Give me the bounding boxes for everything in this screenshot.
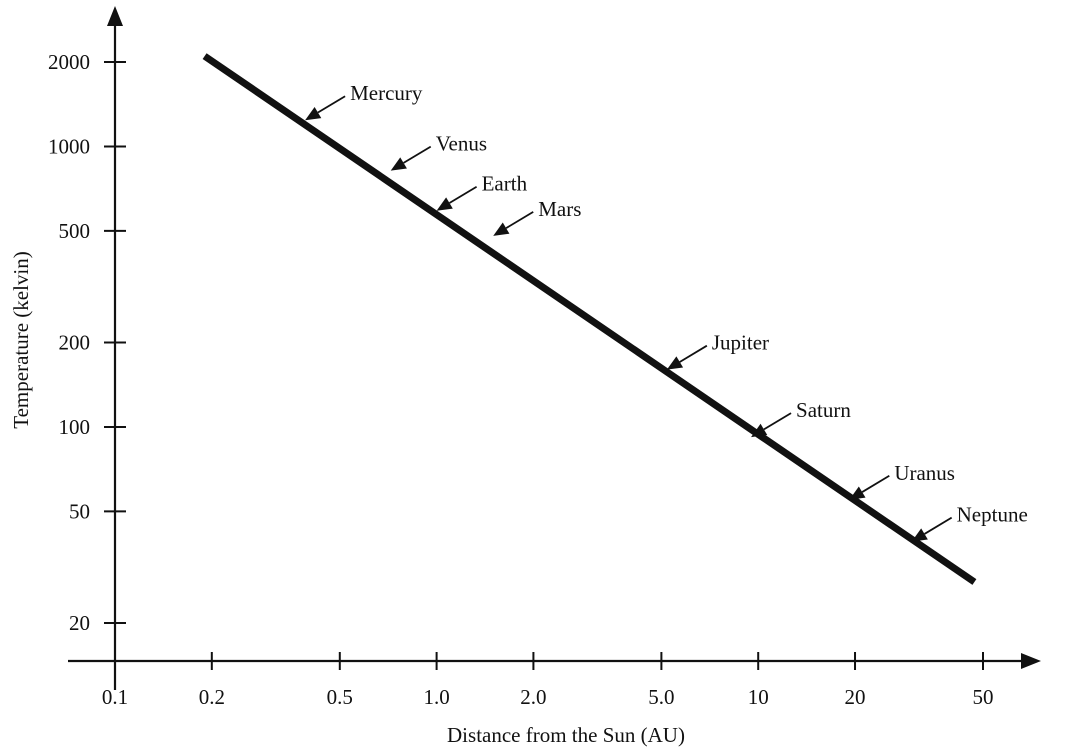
y-tick-label: 20 [69,611,90,635]
neptune-label: Neptune [957,503,1028,527]
ticks: 0.1 0.2 0.5 1.0 2.0 5.0 10 20 50 20 50 100 200 500 100… [48,50,994,709]
y-tick-label: 100 [59,415,91,439]
y-axis-title: Temperature (kelvin) [9,251,33,429]
y-tick-label: 500 [59,219,91,243]
temperature-trend-line [202,53,977,585]
axes [68,6,1041,690]
saturn-arrow-shaft [763,412,792,431]
uranus-label: Uranus [894,461,955,485]
x-tick-label: 1.0 [423,685,449,709]
series [202,53,977,585]
y-tick-label: 1000 [48,134,90,158]
mars-arrow-head [493,222,510,236]
y-axis-arrow [107,6,123,26]
saturn-label: Saturn [796,398,851,422]
venus-label: Venus [436,132,487,156]
x-axis-title: Distance from the Sun (AU) [447,723,685,747]
jupiter-label: Jupiter [712,331,769,355]
y-tick-label: 200 [59,331,91,355]
mars-arrow-shaft [505,211,534,229]
mercury-arrow-head [305,106,322,121]
x-tick-label: 20 [845,685,866,709]
mercury-arrow-shaft [317,95,346,114]
venus-arrow-shaft [403,145,432,164]
x-tick-label: 0.5 [327,685,353,709]
annotations: Mercury Venus Earth Mars Jupiter Saturn Uranus… [305,81,1028,542]
neptune-arrow-shaft [924,516,953,535]
earth-arrow-head [436,197,453,211]
venus-arrow-head [390,157,407,171]
earth-label: Earth [482,172,528,196]
earth-arrow-shaft [449,185,478,204]
x-axis-arrow [1021,653,1041,669]
y-tick-label: 2000 [48,50,90,74]
jupiter-arrow-shaft [679,344,708,363]
x-tick-label: 0.2 [199,685,225,709]
uranus-arrow-head [849,486,866,500]
y-tick-label: 50 [69,499,90,523]
x-tick-label: 5.0 [648,685,674,709]
jupiter-arrow-head [666,356,684,370]
x-tick-label: 0.1 [102,685,128,709]
mercury-label: Mercury [350,81,423,105]
x-tick-label: 50 [973,685,994,709]
x-tick-label: 10 [748,685,769,709]
x-tick-label: 2.0 [520,685,546,709]
saturn-arrow-head [751,423,768,438]
uranus-arrow-shaft [861,474,890,493]
mars-label: Mars [538,197,581,221]
neptune-arrow-head [911,528,928,542]
